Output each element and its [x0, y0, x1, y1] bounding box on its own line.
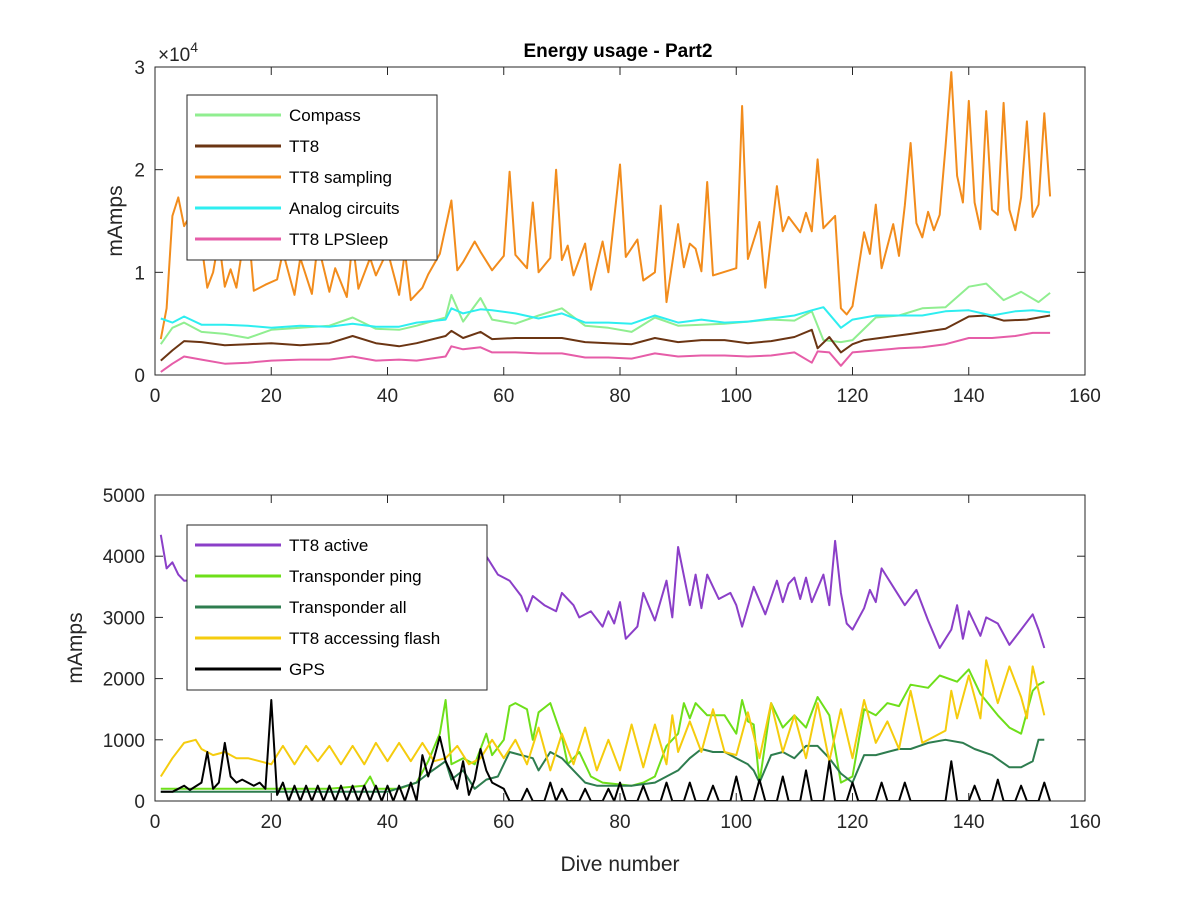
x-tick-label: 80 [609, 386, 630, 407]
y-exponent-label: ×104 [158, 39, 198, 66]
y-tick-label: 0 [134, 366, 145, 387]
series-line-compass [159, 282, 1051, 345]
x-tick-label: 0 [150, 386, 161, 407]
y-tick-label: 2 [134, 161, 145, 182]
bottom-chart-panel: Dive number mAmps 0 20 40 60 80 100 120 140 160 0… [64, 486, 1101, 876]
x-tick-label: 140 [953, 386, 985, 407]
series-line-analog-circuits [160, 306, 1051, 329]
y-axis-label-top: mAmps [104, 185, 127, 256]
x-tick-label: 100 [720, 812, 752, 833]
series-line-tt8-lpsleep [160, 331, 1051, 373]
x-tick-label: 20 [261, 386, 282, 407]
series-line-gps [160, 699, 1052, 801]
x-tick-label: 40 [377, 386, 398, 407]
series-line-transponder-all [160, 738, 1045, 793]
y-tick-label: 3 [134, 58, 145, 79]
legend-label: TT8 sampling [289, 168, 392, 187]
y-tick-label: 1000 [103, 731, 145, 752]
y-tick-label: 2000 [103, 670, 145, 691]
y-tick-label: 5000 [103, 486, 145, 507]
y-exponent-power: 4 [190, 39, 198, 55]
legend: TT8 active Transponder ping Transponder al… [186, 524, 488, 691]
top-chart-panel: Energy usage - Part2 ×104 mAmps 0 20 40 60 8… [104, 39, 1101, 407]
series-line-tt8 [160, 314, 1051, 362]
series-line-tt8-active [159, 534, 1046, 649]
x-tick-label: 20 [261, 812, 282, 833]
legend-label: Transponder all [289, 598, 407, 617]
x-tick-label: 160 [1069, 812, 1101, 833]
y-tick-label: 4000 [103, 547, 145, 568]
y-exponent-base: ×10 [158, 45, 190, 66]
legend-label: TT8 active [289, 536, 368, 555]
legend-label: GPS [289, 660, 325, 679]
legend-label: Analog circuits [289, 199, 400, 218]
y-tick-label: 3000 [103, 608, 145, 629]
x-tick-label: 100 [720, 386, 752, 407]
series-line-tt8-sampling [159, 71, 1052, 340]
legend-label: TT8 [289, 137, 319, 156]
legend-label: Compass [289, 106, 361, 125]
legend: Compass TT8 TT8 sampling Analog circuits TT8… [186, 94, 438, 261]
x-tick-label: 140 [953, 812, 985, 833]
x-tick-label: 120 [837, 386, 869, 407]
legend-label: Transponder ping [289, 567, 422, 586]
y-axis-label-bottom: mAmps [64, 612, 87, 683]
series-line-tt8-accessing-flash [159, 659, 1046, 778]
series-line-transponder-ping [160, 668, 1045, 790]
x-axis-label-bottom: Dive number [560, 853, 679, 876]
x-tick-label: 60 [493, 386, 514, 407]
y-tick-label: 1 [134, 263, 145, 284]
series-lines [159, 534, 1052, 801]
legend-label: TT8 LPSleep [289, 230, 388, 249]
series-lines [159, 71, 1052, 373]
x-tick-label: 160 [1069, 386, 1101, 407]
x-tick-label: 80 [609, 812, 630, 833]
x-tick-label: 120 [837, 812, 869, 833]
chart-title: Energy usage - Part2 [523, 41, 712, 62]
y-tick-label: 0 [134, 792, 145, 813]
x-tick-label: 60 [493, 812, 514, 833]
legend-label: TT8 accessing flash [289, 629, 440, 648]
x-tick-label: 0 [150, 812, 161, 833]
x-tick-label: 40 [377, 812, 398, 833]
